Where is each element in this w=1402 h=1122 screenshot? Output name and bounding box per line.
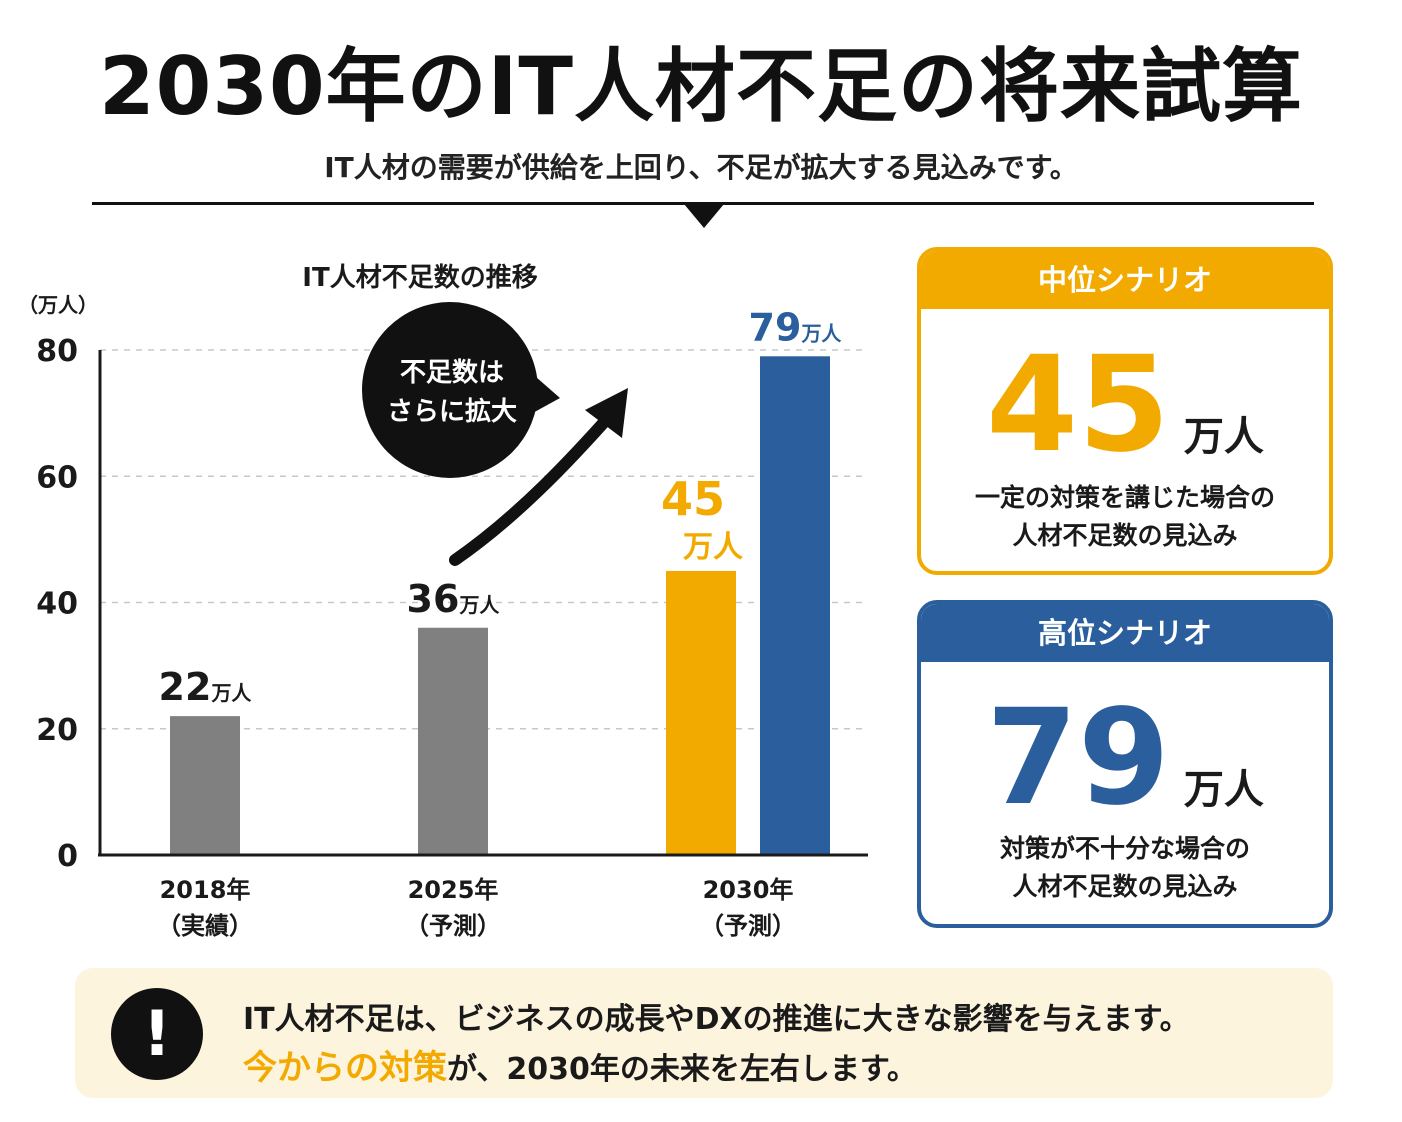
bar-value-label: 36万人 xyxy=(407,577,501,621)
y-tick-label: 40 xyxy=(36,587,78,622)
x-tick-label: 2025年 xyxy=(408,876,499,904)
mid-scenario-title: 中位シナリオ xyxy=(921,251,1329,309)
y-tick-label: 80 xyxy=(36,334,78,369)
banner-line-2-rest: が、2030年の未来を左右します。 xyxy=(447,1052,917,1087)
divider-pointer xyxy=(684,204,724,228)
callout-line2: さらに拡大 xyxy=(387,397,517,427)
bar-value-label: 22万人 xyxy=(159,665,253,709)
y-tick-label: 0 xyxy=(57,839,78,874)
callout-line1: 不足数は xyxy=(400,358,504,388)
mid-scenario-value-row: 45 万人 xyxy=(921,339,1329,471)
bar-value-number: 22 xyxy=(159,665,212,709)
high-scenario-value: 79 xyxy=(986,681,1170,835)
x-tick-sublabel: （実績） xyxy=(157,912,253,940)
chart-title: IT人材不足数の推移 xyxy=(302,263,537,293)
exclamation-icon: ! xyxy=(111,988,203,1080)
mid-scenario-card: 中位シナリオ 45 万人 一定の対策を講じた場合の 人材不足数の見込み xyxy=(917,247,1333,575)
y-tick-label: 20 xyxy=(36,713,78,748)
mid-scenario-desc-1: 一定の対策を講じた場合の xyxy=(974,483,1275,512)
growth-arrow xyxy=(449,388,628,566)
bar-value-unit: 万人 xyxy=(210,681,252,705)
high-scenario-card: 高位シナリオ 79 万人 対策が不十分な場合の 人材不足数の見込み xyxy=(917,600,1333,928)
bar xyxy=(170,716,240,855)
x-tick-label: 2030年 xyxy=(703,876,794,904)
high-scenario-desc-2: 人材不足数の見込み xyxy=(1012,872,1238,901)
banner-line-2: 今からの対策が、2030年の未来を左右します。 xyxy=(243,1040,917,1089)
header-divider xyxy=(92,202,1314,205)
bar-value-label: 45 xyxy=(661,472,725,526)
bar xyxy=(760,356,830,855)
bar-value-unit: 万人 xyxy=(800,321,842,345)
y-axis-unit: （万人） xyxy=(18,293,98,317)
bar-value-unit: 万人 xyxy=(458,593,500,617)
high-scenario-unit: 万人 xyxy=(1183,767,1264,813)
high-scenario-value-row: 79 万人 xyxy=(921,692,1329,824)
high-scenario-desc-1: 対策が不十分な場合の xyxy=(999,834,1250,863)
x-tick-sublabel: （予測） xyxy=(700,912,796,940)
y-tick-label: 60 xyxy=(36,460,78,495)
x-tick-label: 2018年 xyxy=(160,876,251,904)
bar-value-number: 79 xyxy=(749,305,802,349)
callout-bubble: 不足数は さらに拡大 xyxy=(362,302,560,478)
bar-value-label: 79万人 xyxy=(749,305,843,349)
page-title: 2030年のIT人材不足の将来試算 xyxy=(99,40,1303,133)
high-scenario-title: 高位シナリオ xyxy=(921,604,1329,662)
x-tick-sublabel: （予測） xyxy=(405,912,501,940)
mid-scenario-unit: 万人 xyxy=(1183,414,1264,460)
bar xyxy=(418,627,488,855)
bar-value-number: 36 xyxy=(407,577,460,621)
mid-scenario-desc-2: 人材不足数の見込み xyxy=(1012,521,1238,550)
banner-line-1: IT人材不足は、ビジネスの成長やDXの推進に大きな影響を与えます。 xyxy=(243,1002,1190,1037)
banner-highlight: 今からの対策 xyxy=(243,1048,447,1088)
bar-value-unit: 万人 xyxy=(683,530,743,565)
bar xyxy=(666,570,736,855)
message-banner: ! IT人材不足は、ビジネスの成長やDXの推進に大きな影響を与えます。 今からの… xyxy=(75,968,1333,1098)
mid-scenario-value: 45 xyxy=(986,328,1170,482)
page-subtitle: IT人材の需要が供給を上回り、不足が拡大する見込みです。 xyxy=(324,151,1078,184)
